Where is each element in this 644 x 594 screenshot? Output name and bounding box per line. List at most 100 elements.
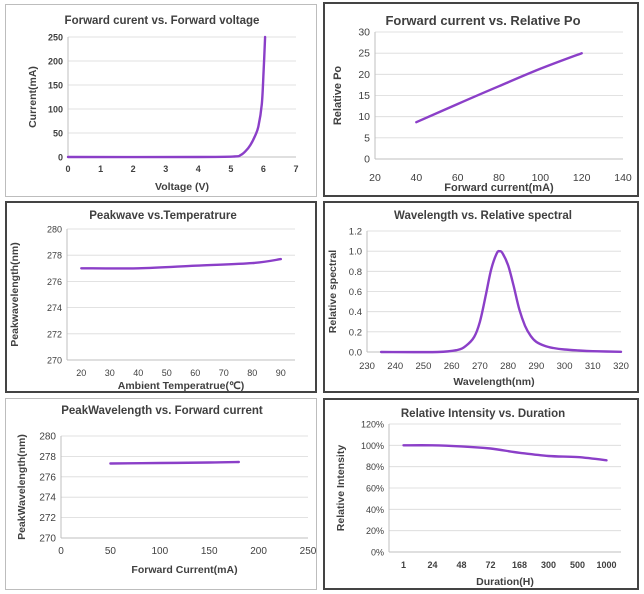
- y-axis-label: Current(mA): [27, 66, 39, 128]
- x-tick-label: 5: [228, 164, 233, 174]
- x-tick-label: 150: [201, 546, 218, 557]
- x-tick-label: 168: [512, 560, 527, 570]
- series-line: [415, 52, 583, 124]
- y-tick-label: 276: [39, 472, 56, 483]
- series-line: [402, 444, 608, 462]
- y-tick-label: 278: [47, 251, 62, 261]
- y-tick-label: 5: [364, 132, 370, 144]
- chart-panel-6: Relative Intensity vs. Duration 0% 20% 40% 6…: [323, 398, 639, 590]
- x-axis-label: Wavelength(nm): [453, 376, 534, 388]
- y-tick-label: 10: [358, 111, 370, 123]
- x-tick-label: 100: [532, 172, 550, 184]
- series-line: [80, 257, 282, 270]
- x-tick-label: 24: [427, 560, 437, 570]
- series-line: [379, 249, 623, 354]
- x-tick-label: 80: [493, 172, 505, 184]
- chart-title: Wavelength vs. Relative spectral: [394, 210, 572, 222]
- x-tick-label: 40: [133, 368, 143, 378]
- y-tick-label: 100%: [361, 441, 384, 451]
- chart-title: Forward current vs. Relative Po: [385, 13, 580, 28]
- chart-panel-5: PeakWavelength vs. Forward current 270 272…: [5, 398, 317, 590]
- y-tick-label: 0.0: [349, 348, 362, 359]
- y-tick-label: 0.4: [349, 307, 362, 318]
- y-tick-label: 270: [39, 534, 56, 545]
- x-tick-label: 300: [557, 361, 573, 372]
- y-tick-label: 280: [39, 432, 56, 443]
- x-tick-label: 290: [528, 361, 544, 372]
- chart-title: Forward curent vs. Forward voltage: [65, 15, 260, 27]
- y-tick-label: 274: [39, 493, 56, 504]
- y-tick-label: 1.0: [349, 247, 362, 258]
- y-tick-label: 25: [358, 48, 370, 60]
- x-tick-label: 320: [613, 361, 629, 372]
- x-tick-label: 72: [485, 560, 495, 570]
- y-tick-label: 30: [358, 27, 370, 39]
- x-tick-label: 1: [98, 164, 103, 174]
- x-tick-label: 40: [410, 172, 422, 184]
- x-tick-label: 0: [58, 546, 64, 557]
- x-tick-label: 4: [196, 164, 201, 174]
- x-tick-label: 3: [163, 164, 168, 174]
- y-tick-label: 20%: [366, 526, 384, 536]
- chart-5: PeakWavelength vs. Forward current 270 272…: [16, 405, 317, 576]
- chart-2: Forward current vs. Relative Po 0 5 10 15 20 2…: [332, 13, 632, 194]
- y-tick-label: 278: [39, 452, 56, 463]
- chart-title: PeakWavelength vs. Forward current: [61, 405, 263, 417]
- x-tick-label: 270: [472, 361, 488, 372]
- x-tick-label: 2: [131, 164, 136, 174]
- chart-3: Peakwave vs.Temperatrure 270 272 274 276 278 2…: [9, 210, 295, 392]
- x-tick-label: 50: [162, 368, 172, 378]
- x-axis-label: Forward Current(mA): [131, 564, 237, 576]
- chart-title: Relative Intensity vs. Duration: [401, 408, 565, 420]
- y-tick-label: 0: [58, 153, 63, 163]
- y-tick-label: 15: [358, 90, 370, 102]
- x-tick-label: 20: [369, 172, 381, 184]
- chart-panel-2: Forward current vs. Relative Po 0 5 10 15 20 2…: [323, 2, 639, 197]
- y-axis-label: Relative spectral: [327, 250, 339, 334]
- y-tick-label: 20: [358, 69, 370, 81]
- chart-panel-3: Peakwave vs.Temperatrure 270 272 274 276 278 2…: [5, 201, 317, 393]
- x-axis-label: Ambient Temperatrue(℃): [118, 380, 245, 392]
- chart-4: Wavelength vs. Relative spectral 0.0 0.2 0.…: [327, 210, 629, 388]
- x-tick-label: 140: [614, 172, 632, 184]
- x-tick-label: 50: [105, 546, 117, 557]
- x-tick-label: 48: [456, 560, 466, 570]
- chart-6: Relative Intensity vs. Duration 0% 20% 40% 6…: [335, 408, 621, 588]
- y-tick-label: 280: [47, 225, 62, 235]
- x-tick-label: 240: [387, 361, 403, 372]
- x-tick-label: 70: [219, 368, 229, 378]
- y-tick-label: 272: [47, 329, 62, 339]
- x-tick-label: 90: [276, 368, 286, 378]
- x-tick-label: 250: [416, 361, 432, 372]
- x-tick-label: 7: [293, 164, 298, 174]
- x-axis-label: Duration(H): [476, 576, 534, 588]
- y-axis-label: Relative Po: [332, 66, 344, 126]
- y-tick-label: 150: [48, 81, 63, 91]
- x-tick-label: 120: [573, 172, 591, 184]
- y-tick-label: 120%: [361, 420, 384, 430]
- series-line: [66, 35, 267, 159]
- y-axis-label: Relative Intensity: [335, 445, 347, 532]
- x-tick-label: 60: [190, 368, 200, 378]
- x-tick-label: 200: [250, 546, 267, 557]
- x-tick-label: 260: [444, 361, 460, 372]
- y-tick-label: 250: [48, 33, 63, 43]
- x-tick-label: 20: [76, 368, 86, 378]
- y-tick-label: 0.6: [349, 287, 362, 298]
- x-tick-label: 500: [570, 560, 585, 570]
- y-tick-label: 0.2: [349, 327, 362, 338]
- x-tick-label: 310: [585, 361, 601, 372]
- y-tick-label: 60%: [366, 484, 384, 494]
- x-tick-label: 0: [65, 164, 70, 174]
- x-tick-label: 30: [105, 368, 115, 378]
- y-axis-label: PeakWavelength(nm): [16, 434, 28, 540]
- y-tick-label: 272: [39, 513, 56, 524]
- y-tick-label: 80%: [366, 462, 384, 472]
- y-tick-label: 1.2: [349, 227, 362, 238]
- x-axis-label: Forward current(mA): [444, 182, 554, 194]
- x-tick-label: 1000: [596, 560, 616, 570]
- x-axis-label: Voltage (V): [155, 181, 209, 193]
- x-tick-label: 280: [500, 361, 516, 372]
- x-tick-label: 250: [300, 546, 317, 557]
- y-tick-label: 40%: [366, 505, 384, 515]
